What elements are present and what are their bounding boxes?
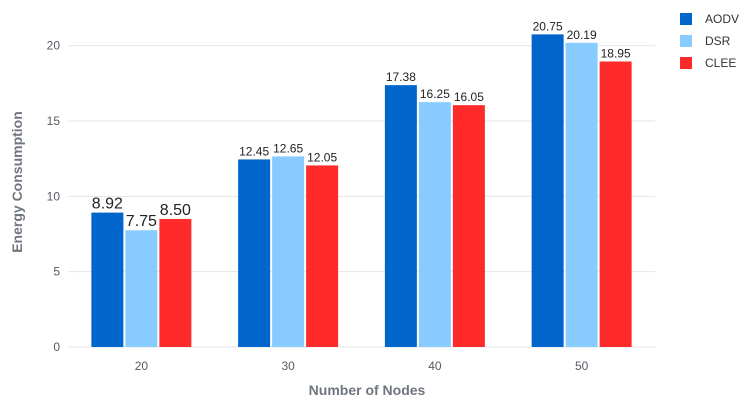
- x-tick-label: 30: [281, 359, 295, 373]
- bar-dsr-40: [418, 102, 451, 348]
- x-tick-label: 40: [428, 359, 442, 373]
- legend-item-clee[interactable]: CLEE: [680, 56, 736, 70]
- y-tick-label: 20: [47, 39, 61, 53]
- bar-aodv-30: [238, 159, 271, 347]
- legend-item-dsr[interactable]: DSR: [680, 34, 731, 48]
- bar-dsr-30: [272, 156, 305, 347]
- bar-dsr-20: [125, 230, 158, 347]
- x-axis-title: Number of Nodes: [309, 382, 426, 398]
- data-labels: 8.927.758.50 12.45 12.65 12.05 17.38 16.25 16.…: [92, 19, 631, 230]
- data-label: 16.05: [454, 90, 484, 104]
- bar-aodv-40: [384, 85, 417, 348]
- x-axis-ticks: 20 30 40 50: [135, 359, 589, 373]
- data-label: 20.19: [567, 28, 597, 42]
- y-tick-label: 10: [47, 189, 61, 203]
- bar-clee-50: [599, 61, 632, 348]
- legend-item-aodv[interactable]: AODV: [680, 12, 739, 26]
- legend: AODV DSR CLEE: [680, 12, 739, 70]
- y-tick-label: 15: [47, 114, 61, 128]
- data-label: 7.75: [126, 213, 157, 230]
- bar-clee-20: [159, 218, 192, 347]
- data-label: 8.50: [160, 202, 191, 219]
- data-label: 12.65: [273, 141, 303, 155]
- y-axis-ticks: 0 5 10 15 20: [47, 39, 61, 354]
- data-label: 20.75: [533, 19, 563, 33]
- bar-aodv-50: [531, 34, 564, 347]
- data-label: 12.05: [307, 150, 337, 164]
- legend-label: AODV: [705, 12, 739, 26]
- legend-swatch: [680, 35, 692, 47]
- y-axis-title: Energy Consumption: [9, 111, 25, 253]
- y-tick-label: 5: [53, 265, 60, 279]
- data-label: 18.95: [601, 46, 631, 60]
- bar-dsr-50: [565, 42, 598, 347]
- legend-swatch: [680, 13, 692, 25]
- bar-clee-30: [306, 165, 339, 347]
- data-label: 16.25: [420, 87, 450, 101]
- legend-label: CLEE: [705, 56, 736, 70]
- data-label: 17.38: [386, 70, 416, 84]
- bar-clee-40: [452, 105, 485, 348]
- y-tick-label: 0: [53, 340, 60, 354]
- legend-label: DSR: [705, 34, 731, 48]
- x-tick-label: 20: [135, 359, 149, 373]
- legend-swatch: [680, 57, 692, 69]
- data-label: 12.45: [239, 144, 269, 158]
- data-label: 8.92: [92, 196, 123, 213]
- bar-aodv-20: [91, 212, 124, 347]
- x-tick-label: 50: [575, 359, 589, 373]
- bars: [91, 34, 632, 348]
